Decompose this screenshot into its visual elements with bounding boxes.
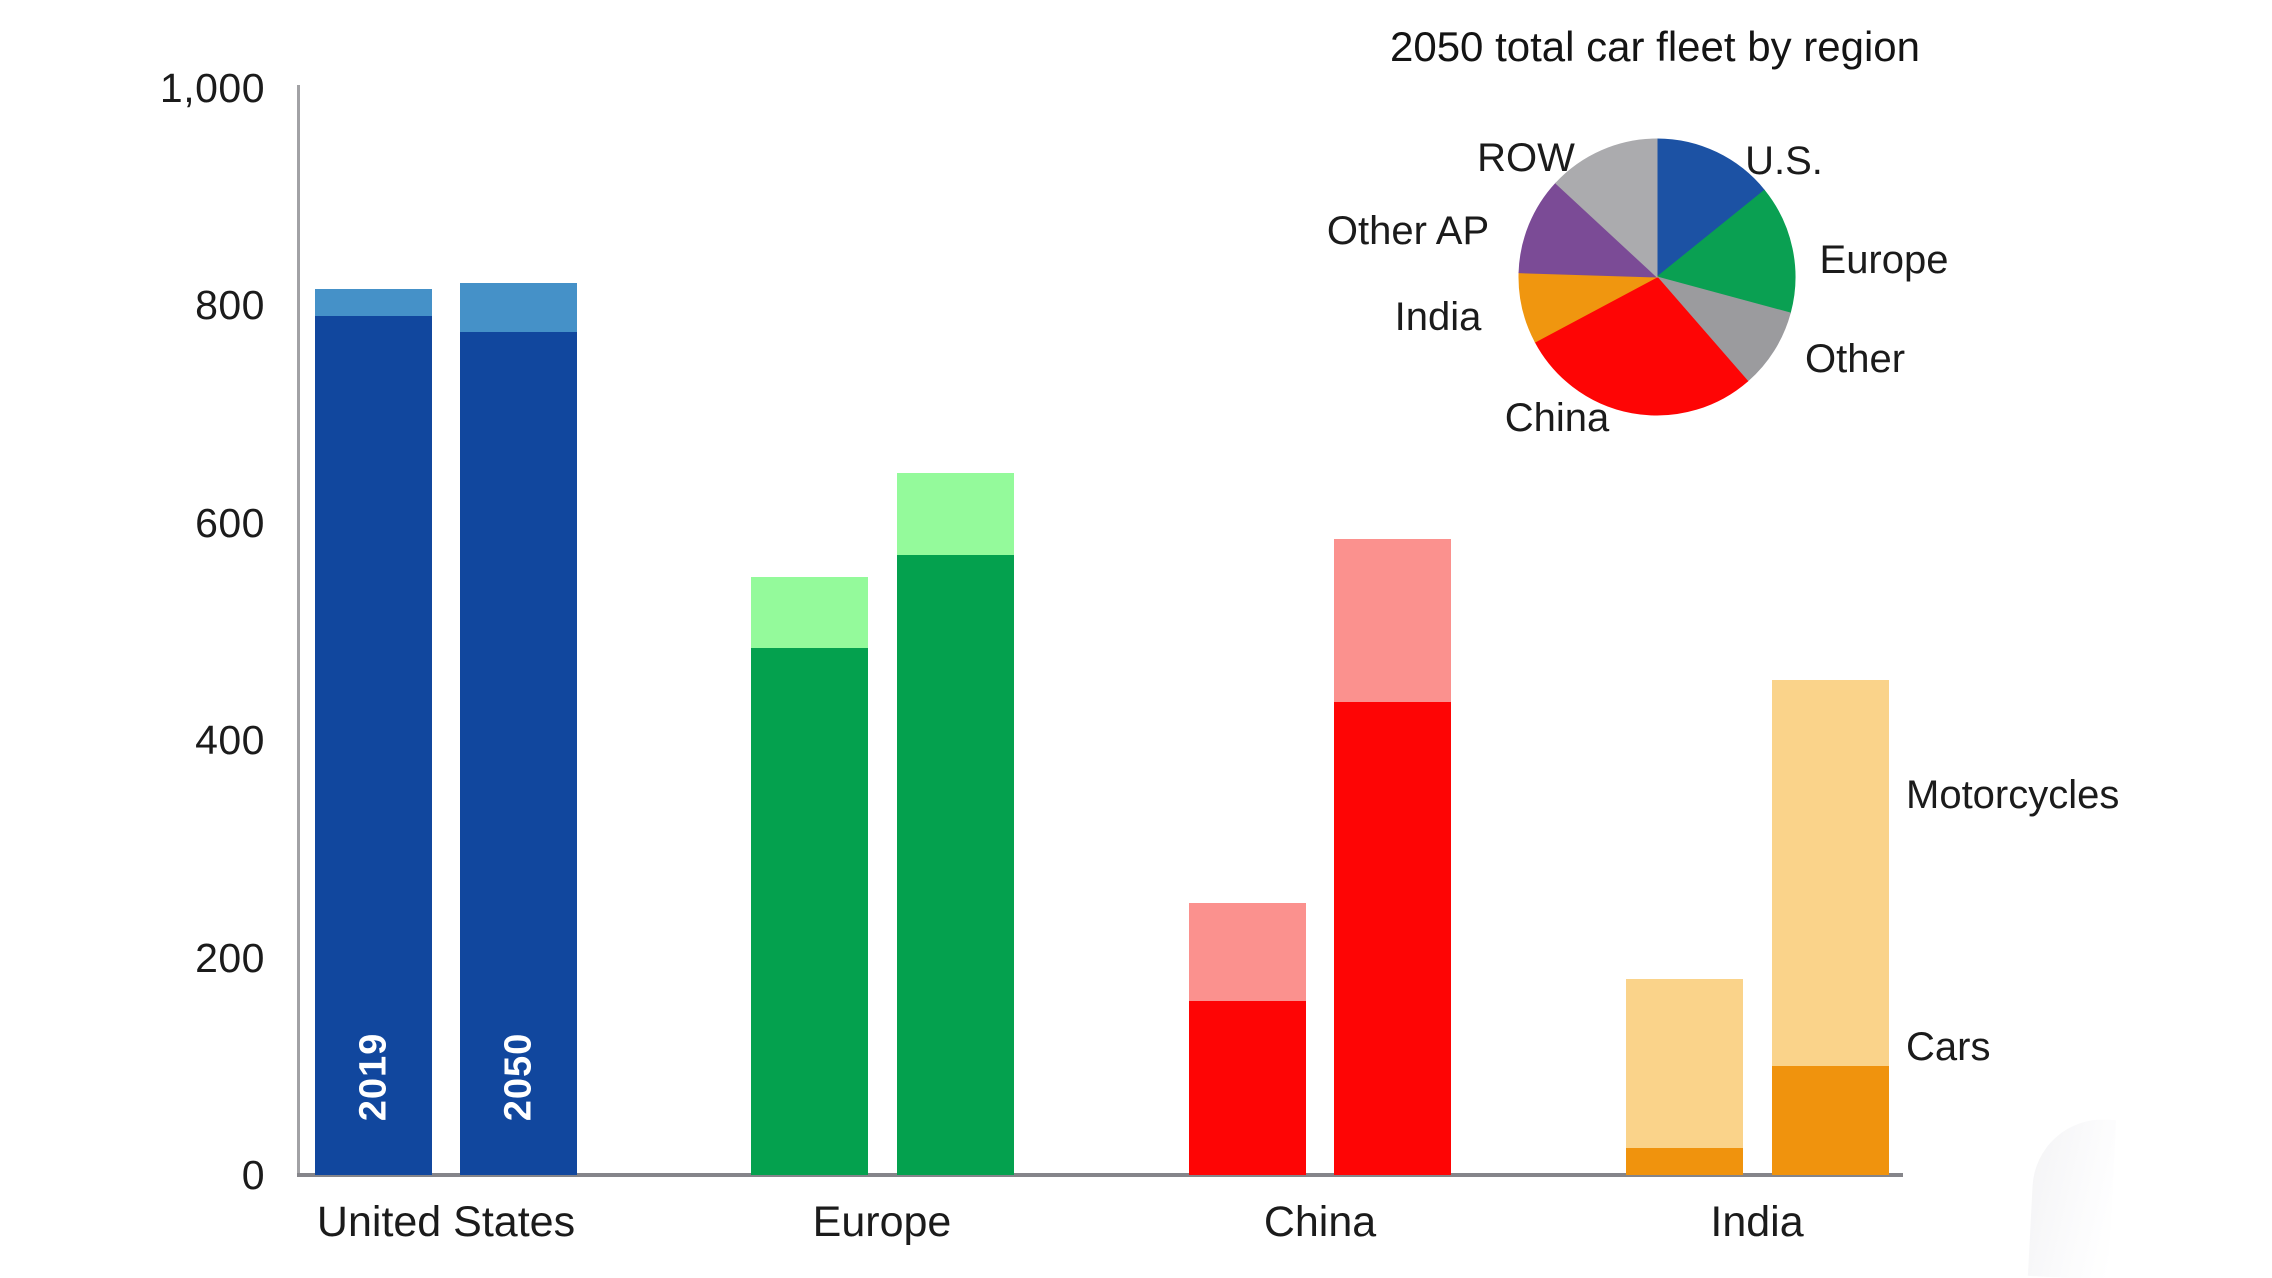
pie-label-other-ap: Other AP [1326, 209, 1490, 253]
corner-swoosh-decoration [2027, 1116, 2117, 1278]
bar-year-label-2019: 2019 [352, 1032, 394, 1122]
pie-label-europe: Europe [1819, 238, 1949, 282]
y-tick-800: 800 [195, 282, 265, 328]
bar-china-2019-motorcycles [1189, 903, 1306, 1001]
category-label-india: India [1710, 1198, 1804, 1246]
pie-slice-u-s [1656, 138, 1766, 279]
bar-united-states-2050-cars [460, 332, 577, 1175]
category-label-europe: Europe [812, 1198, 952, 1246]
pie-chart [1518, 138, 1796, 416]
pie-label-india: India [1394, 295, 1482, 339]
bar-year-label-2050: 2050 [497, 1032, 539, 1122]
bar-india-2050-motorcycles [1772, 680, 1889, 1066]
bar-united-states-2019-cars [315, 316, 432, 1175]
bar-india-2019-cars [1626, 1148, 1743, 1175]
bar-europe-2050-motorcycles [897, 473, 1014, 555]
y-tick-200: 200 [195, 934, 265, 981]
y-tick-400: 400 [195, 717, 265, 763]
bar-china-2019-cars [1189, 1001, 1306, 1175]
category-label-china: China [1263, 1198, 1377, 1246]
pie-chart-title: 2050 total car fleet by region [1389, 23, 1920, 70]
category-label-united-states: United States [316, 1198, 576, 1246]
pie-label-row: ROW [1477, 136, 1575, 180]
bar-united-states-2050-motorcycles [460, 283, 577, 332]
cars-segment-label: Cars [1906, 1025, 1991, 1069]
bar-europe-2019-cars [751, 648, 868, 1175]
pie-slice-other-ap [1518, 182, 1659, 278]
bar-united-states-2019-motorcycles [315, 289, 432, 316]
bar-europe-2050-cars [897, 555, 1014, 1175]
pie-label-other: Other [1804, 337, 1906, 381]
pie-label-u-s: U.S. [1745, 139, 1823, 183]
y-tick-0: 0 [241, 1152, 265, 1198]
pie-slice-other [1655, 276, 1791, 382]
bar-india-2019-motorcycles [1626, 979, 1743, 1148]
y-tick-600: 600 [195, 499, 265, 546]
pie-slice-europe [1655, 189, 1796, 314]
pie-slice-row [1555, 138, 1658, 279]
x-axis-line [297, 1173, 1903, 1177]
bar-india-2050-cars [1772, 1066, 1889, 1175]
pie-label-china: China [1504, 396, 1610, 440]
bar-china-2050-motorcycles [1334, 539, 1451, 702]
motorcycles-segment-label: Motorcycles [1906, 773, 2120, 817]
bar-europe-2019-motorcycles [751, 577, 868, 648]
bar-china-2050-cars [1334, 702, 1451, 1175]
pie-slice-china [1534, 276, 1749, 416]
y-axis-line [297, 85, 300, 1177]
y-tick-1-000: 1,000 [159, 64, 265, 111]
